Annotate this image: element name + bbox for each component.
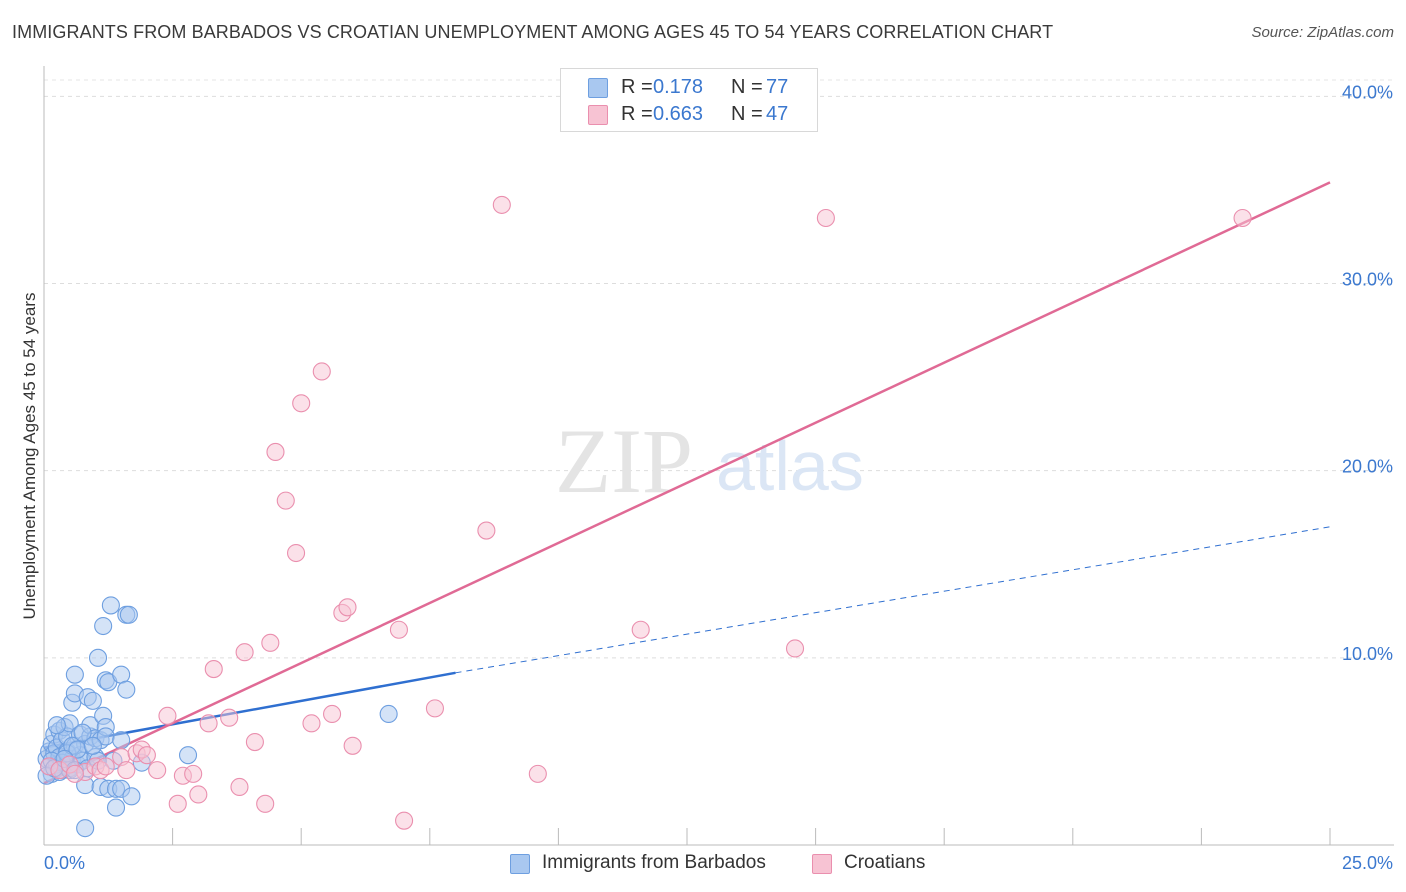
- tick-labels: 10.0% 20.0% 30.0% 40.0% 0.0% 25.0%: [44, 82, 1393, 873]
- y-tick-label: 40.0%: [1342, 82, 1393, 102]
- point-croatians: [256, 794, 275, 813]
- y-axis-label: Unemployment Among Ages 45 to 54 years: [20, 293, 39, 620]
- y-tick-label: 20.0%: [1342, 457, 1393, 477]
- point-croatians: [389, 620, 408, 639]
- trend-lines: [43, 181, 1331, 785]
- legend-swatch-croatians: [588, 105, 608, 125]
- point-barbados: [76, 819, 95, 838]
- point-croatians: [302, 714, 321, 733]
- point-croatians: [492, 195, 511, 214]
- point-barbados: [65, 665, 84, 684]
- point-barbados: [112, 731, 131, 750]
- point-croatians: [266, 442, 285, 461]
- n-label: N =: [731, 76, 763, 98]
- n-label: N =: [731, 103, 763, 125]
- point-croatians: [816, 208, 835, 228]
- watermark: ZIP atlas: [555, 410, 864, 512]
- point-barbados: [101, 596, 120, 615]
- trend-line-croatians: [43, 181, 1331, 785]
- grid-lines: [44, 79, 1394, 659]
- stats-row-barbados: R = 0.178 N = 77: [561, 74, 817, 100]
- point-croatians: [189, 785, 208, 804]
- point-croatians: [199, 714, 218, 733]
- y-tick-label: 30.0%: [1342, 269, 1393, 289]
- n-value: 47: [766, 103, 789, 125]
- point-croatians: [96, 757, 115, 776]
- point-croatians: [235, 643, 254, 662]
- point-barbados: [83, 736, 102, 755]
- point-croatians: [117, 761, 136, 780]
- point-barbados: [379, 704, 398, 724]
- point-croatians: [631, 620, 650, 639]
- x-tick-label: 0.0%: [44, 853, 85, 873]
- point-croatians: [785, 639, 805, 658]
- point-croatians: [261, 633, 280, 652]
- r-label: R =: [621, 103, 653, 125]
- point-barbados: [106, 798, 126, 817]
- legend-label-croatians: Croatians: [844, 852, 926, 873]
- axes: [43, 66, 1394, 846]
- point-barbados: [47, 716, 66, 735]
- trend-extension-barbados: [455, 526, 1331, 674]
- legend-swatch-barbados: [588, 78, 608, 98]
- point-croatians: [137, 746, 156, 765]
- point-croatians: [425, 699, 444, 718]
- point-croatians: [65, 764, 84, 783]
- point-croatians: [158, 706, 177, 725]
- point-barbados: [122, 787, 141, 806]
- legend-swatch-croatians: [812, 854, 832, 874]
- point-croatians: [230, 777, 249, 797]
- watermark-atlas: atlas: [716, 427, 864, 505]
- n-value: 77: [766, 76, 789, 98]
- point-croatians: [184, 764, 203, 783]
- point-barbados: [112, 665, 131, 684]
- point-croatians: [323, 704, 342, 724]
- point-barbados: [83, 691, 102, 710]
- data-points: [37, 195, 1252, 838]
- legend-label-barbados: Immigrants from Barbados: [542, 852, 766, 873]
- point-croatians: [245, 733, 264, 752]
- stats-row-croatians: R = 0.663 N = 47: [561, 101, 817, 127]
- r-value: 0.663: [653, 103, 704, 125]
- point-barbados: [117, 680, 136, 699]
- point-croatians: [292, 394, 311, 413]
- y-tick-label: 10.0%: [1342, 644, 1393, 664]
- r-value: 0.178: [653, 76, 704, 98]
- chart-title: IMMIGRANTS FROM BARBADOS VS CROATIAN UNE…: [12, 22, 1054, 42]
- point-barbados: [178, 746, 198, 765]
- point-croatians: [343, 736, 362, 755]
- point-croatians: [287, 543, 306, 563]
- source-label: Source: ZipAtlas.com: [1251, 24, 1394, 41]
- point-barbados: [73, 723, 92, 742]
- x-tick-label: 25.0%: [1342, 853, 1393, 873]
- point-barbados: [94, 616, 113, 636]
- point-croatians: [168, 794, 187, 813]
- stats-legend: R = 0.178 N = 77 R = 0.663 N = 47: [560, 68, 818, 132]
- point-barbados: [88, 648, 108, 667]
- point-croatians: [312, 362, 331, 381]
- point-croatians: [220, 708, 239, 727]
- point-croatians: [477, 521, 496, 540]
- legend-swatch-barbados: [510, 854, 530, 874]
- point-croatians: [204, 660, 223, 679]
- point-croatians: [338, 598, 357, 617]
- point-barbados: [119, 605, 138, 624]
- point-croatians: [148, 761, 167, 780]
- point-croatians: [1233, 208, 1252, 228]
- point-croatians: [395, 811, 414, 830]
- point-croatians: [528, 764, 547, 783]
- point-croatians: [276, 491, 295, 510]
- watermark-zip: ZIP: [555, 410, 693, 512]
- r-label: R =: [621, 76, 653, 98]
